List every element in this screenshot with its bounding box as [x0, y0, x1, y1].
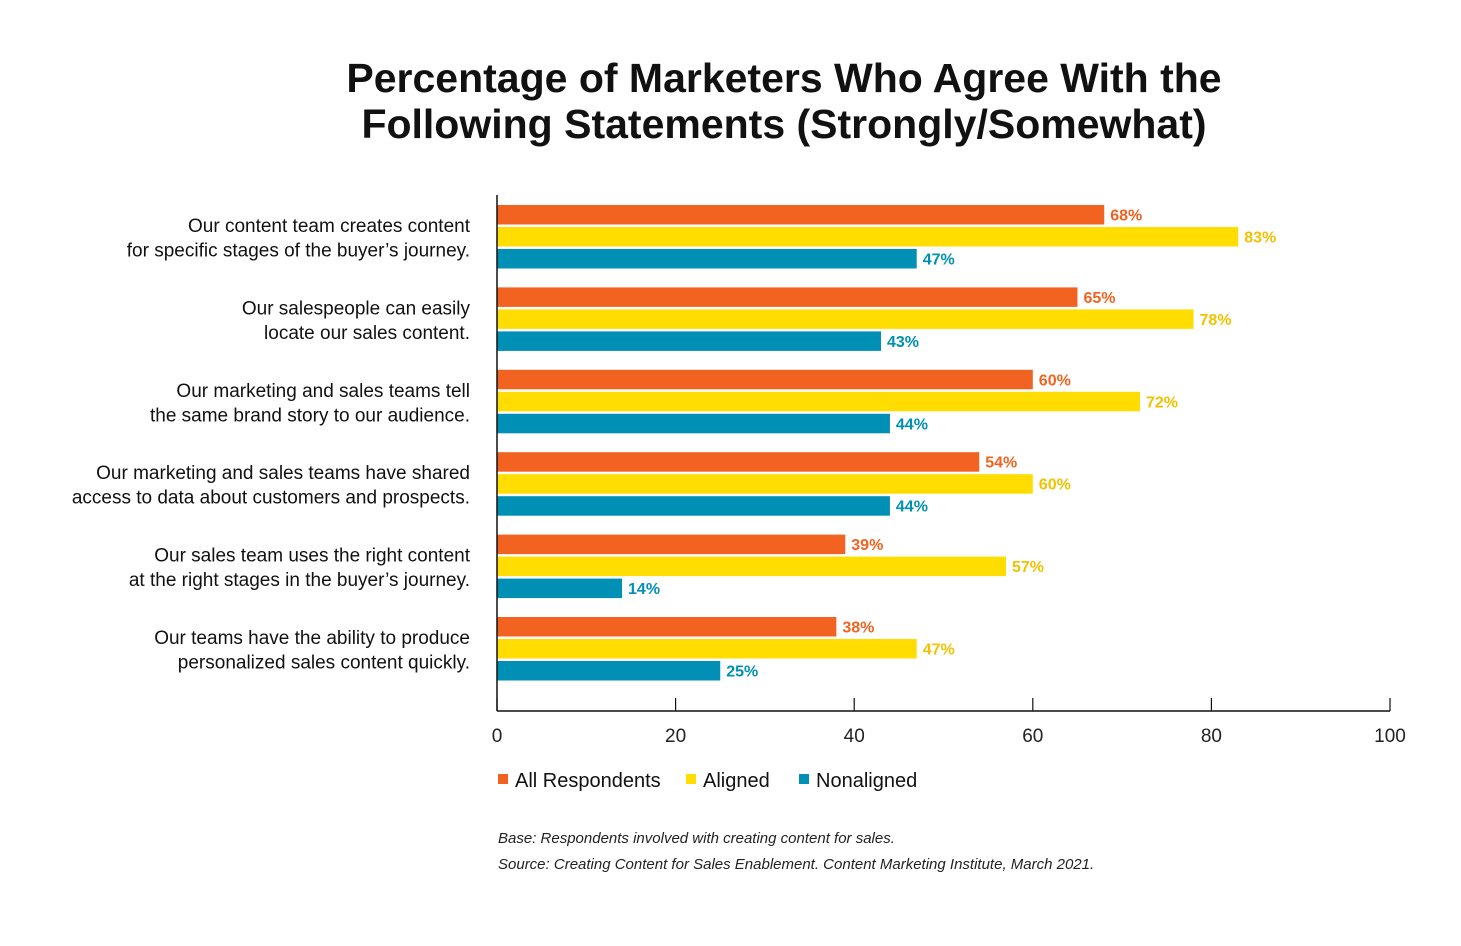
data-label: 14%	[628, 581, 660, 598]
chart-title-line-1: Percentage of Marketers Who Agree With t…	[346, 55, 1221, 101]
legend-swatch	[686, 774, 696, 784]
category-label: locate our sales content.	[264, 323, 470, 344]
legend-label: All Respondents	[515, 770, 661, 792]
category-label: the same brand story to our audience.	[150, 405, 470, 426]
bar-nonaligned	[497, 496, 890, 516]
x-tick-label: 40	[844, 726, 865, 747]
category-label: Our salespeople can easily	[242, 298, 471, 319]
category-label: Our content team creates content	[188, 216, 471, 237]
category-label: personalized sales content quickly.	[178, 653, 470, 674]
legend-label: Nonaligned	[816, 770, 917, 792]
bar-aligned	[497, 474, 1033, 494]
bar-all-respondents	[497, 205, 1105, 225]
bar-nonaligned	[497, 331, 881, 351]
data-label: 57%	[1012, 559, 1044, 576]
data-label: 47%	[923, 252, 955, 269]
bar-aligned	[497, 391, 1140, 412]
bar-all-respondents	[497, 369, 1033, 390]
legend-swatch	[498, 774, 508, 784]
legend-swatch	[799, 774, 809, 784]
data-label: 65%	[1083, 290, 1115, 307]
x-tick-label: 80	[1201, 726, 1222, 747]
legend-label: Aligned	[703, 770, 770, 792]
chart-title-line-2: Following Statements (Strongly/Somewhat)	[361, 101, 1206, 147]
x-tick-label: 20	[665, 726, 686, 747]
data-label: 68%	[1110, 208, 1142, 225]
data-label: 44%	[896, 499, 928, 516]
bar-nonaligned	[497, 413, 890, 434]
bar-aligned	[497, 309, 1194, 329]
data-label: 60%	[1039, 477, 1071, 494]
data-label: 25%	[726, 664, 758, 681]
bar-aligned	[497, 556, 1007, 577]
bar-all-respondents	[497, 452, 980, 472]
x-tick-label: 100	[1374, 726, 1406, 747]
data-label: 54%	[985, 455, 1017, 472]
bar-all-respondents	[497, 287, 1078, 307]
data-label: 72%	[1146, 394, 1178, 411]
bar-nonaligned	[497, 578, 623, 599]
data-label: 78%	[1200, 312, 1232, 329]
x-tick-label: 0	[492, 726, 503, 747]
category-label: Our sales team uses the right content	[154, 546, 470, 567]
bar-aligned	[497, 639, 917, 659]
bar-aligned	[497, 227, 1239, 247]
bar-nonaligned	[497, 661, 721, 681]
category-label: at the right stages in the buyer’s journ…	[129, 570, 470, 591]
data-label: 43%	[887, 334, 919, 351]
data-label: 83%	[1244, 230, 1276, 247]
bar-all-respondents	[497, 534, 846, 555]
bar-nonaligned	[497, 249, 917, 269]
footnote-base: Base: Respondents involved with creating…	[498, 830, 895, 847]
bar-all-respondents	[497, 617, 837, 637]
data-label: 44%	[896, 416, 928, 433]
category-label: for specific stages of the buyer’s journ…	[127, 241, 470, 262]
category-label: Our marketing and sales teams have share…	[96, 463, 470, 484]
data-label: 47%	[923, 642, 955, 659]
footnote-source: Source: Creating Content for Sales Enabl…	[498, 856, 1094, 873]
category-label: Our marketing and sales teams tell	[176, 381, 470, 402]
category-label: access to data about customers and prosp…	[72, 488, 470, 509]
data-label: 38%	[842, 620, 874, 637]
data-label: 39%	[851, 537, 883, 554]
category-label: Our teams have the ability to produce	[154, 628, 470, 649]
data-label: 60%	[1039, 372, 1071, 389]
x-tick-label: 60	[1022, 726, 1043, 747]
